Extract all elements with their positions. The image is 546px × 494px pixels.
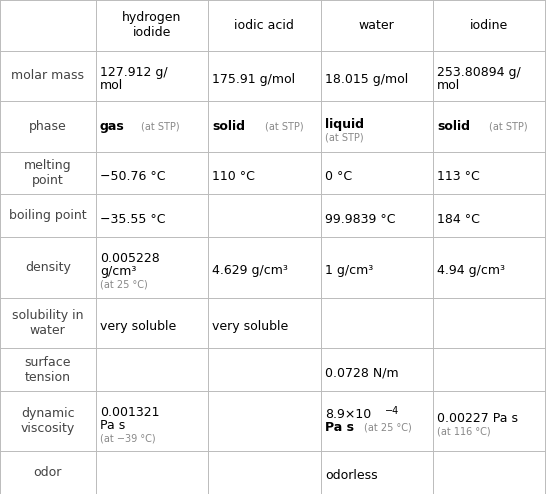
Text: 253.80894 g/: 253.80894 g/ <box>437 66 521 79</box>
Text: 1 g/cm³: 1 g/cm³ <box>325 264 373 277</box>
Text: liquid: liquid <box>325 118 364 130</box>
Text: Pa s: Pa s <box>100 419 125 432</box>
Text: 0.005228: 0.005228 <box>100 252 159 265</box>
Text: (at −39 °C): (at −39 °C) <box>100 433 156 444</box>
Text: 99.9839 °C: 99.9839 °C <box>325 212 395 226</box>
Text: (at 25 °C): (at 25 °C) <box>365 423 412 433</box>
Text: very soluble: very soluble <box>100 320 176 332</box>
Text: iodic acid: iodic acid <box>234 19 294 32</box>
Text: 110 °C: 110 °C <box>212 170 256 183</box>
Text: 0.0728 N/m: 0.0728 N/m <box>325 366 399 379</box>
Text: g/cm³: g/cm³ <box>100 265 136 278</box>
Text: 8.9×10: 8.9×10 <box>325 408 371 421</box>
Text: surface
tension: surface tension <box>25 356 71 383</box>
Text: dynamic
viscosity: dynamic viscosity <box>21 407 75 435</box>
Text: (at 25 °C): (at 25 °C) <box>100 280 147 289</box>
Text: 127.912 g/: 127.912 g/ <box>100 66 168 79</box>
Text: (at STP): (at STP) <box>325 132 364 142</box>
Text: mol: mol <box>100 79 123 92</box>
Text: melting
point: melting point <box>24 159 72 187</box>
Text: −50.76 °C: −50.76 °C <box>100 170 165 183</box>
Text: 4.629 g/cm³: 4.629 g/cm³ <box>212 264 288 277</box>
Text: 184 °C: 184 °C <box>437 212 480 226</box>
Text: solid: solid <box>212 120 245 133</box>
Text: molar mass: molar mass <box>11 69 84 82</box>
Text: 175.91 g/mol: 175.91 g/mol <box>212 73 295 85</box>
Text: boiling point: boiling point <box>9 209 87 222</box>
Text: (at STP): (at STP) <box>141 122 180 131</box>
Text: odorless: odorless <box>325 469 377 482</box>
Text: 0.00227 Pa s: 0.00227 Pa s <box>437 412 518 425</box>
Text: phase: phase <box>29 120 67 133</box>
Text: 113 °C: 113 °C <box>437 170 480 183</box>
Text: −35.55 °C: −35.55 °C <box>100 212 165 226</box>
Text: 0 °C: 0 °C <box>325 170 352 183</box>
Text: solid: solid <box>437 120 470 133</box>
Text: density: density <box>25 261 71 274</box>
Text: solubility in
water: solubility in water <box>12 309 84 337</box>
Text: iodine: iodine <box>470 19 508 32</box>
Text: Pa s: Pa s <box>325 421 354 434</box>
Text: gas: gas <box>100 120 124 133</box>
Text: hydrogen
iodide: hydrogen iodide <box>122 11 181 40</box>
Text: odor: odor <box>34 466 62 479</box>
Text: 0.001321: 0.001321 <box>100 406 159 419</box>
Text: 4.94 g/cm³: 4.94 g/cm³ <box>437 264 506 277</box>
Text: (at 116 °C): (at 116 °C) <box>437 427 491 437</box>
Text: mol: mol <box>437 79 461 92</box>
Text: 18.015 g/mol: 18.015 g/mol <box>325 73 408 85</box>
Text: (at STP): (at STP) <box>489 122 528 131</box>
Text: water: water <box>359 19 395 32</box>
Text: −4: −4 <box>385 406 399 416</box>
Text: very soluble: very soluble <box>212 320 289 332</box>
Text: (at STP): (at STP) <box>264 122 303 131</box>
